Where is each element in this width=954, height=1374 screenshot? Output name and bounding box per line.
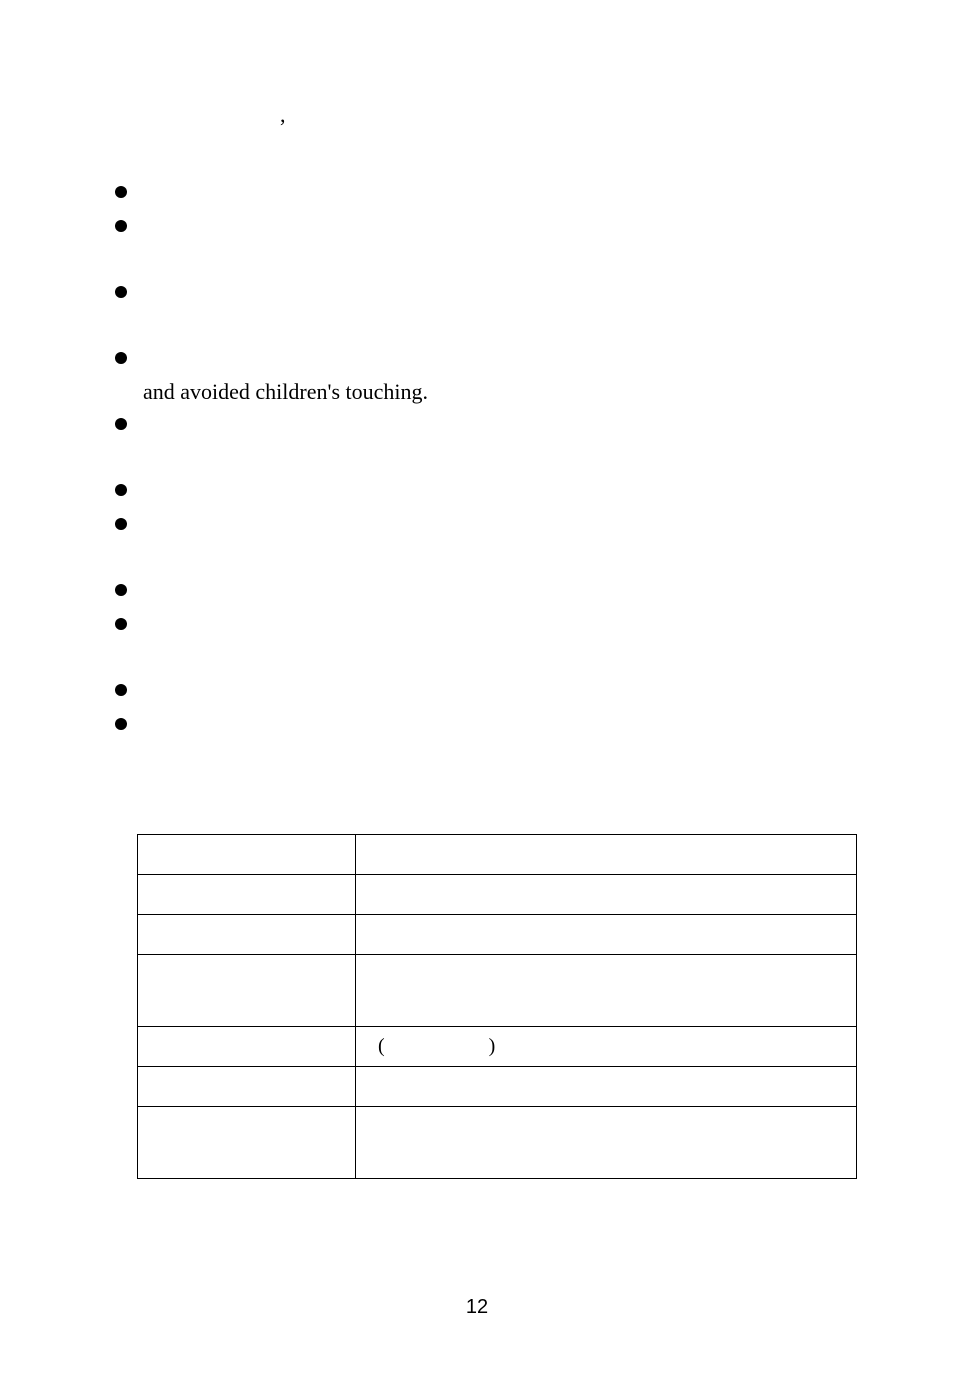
- table-row: ( ): [138, 1027, 857, 1067]
- list-item: [95, 476, 859, 508]
- comma-mark: ,: [280, 102, 286, 127]
- table-label-cell: [138, 835, 356, 875]
- close-paren: ): [477, 1035, 508, 1057]
- list-item: and avoided children's touching.: [95, 344, 859, 408]
- page-number: 12: [0, 1296, 954, 1319]
- table-label-cell: [138, 955, 356, 1027]
- specification-table: ( ): [137, 834, 857, 1179]
- table-label-cell: [138, 915, 356, 955]
- list-item: [95, 278, 859, 342]
- list-item: [95, 576, 859, 608]
- document-page: , and avoided children's touching.: [0, 0, 954, 1374]
- list-item: [95, 212, 859, 276]
- table-value-cell: [356, 915, 857, 955]
- table-label-cell: [138, 875, 356, 915]
- table-row: [138, 1107, 857, 1179]
- table-value-cell: [356, 1067, 857, 1107]
- table-row: [138, 1067, 857, 1107]
- table-value-cell: [356, 1107, 857, 1179]
- table-value-cell: [356, 955, 857, 1027]
- bullet-list: and avoided children's touching.: [95, 178, 859, 774]
- list-item: [95, 510, 859, 574]
- list-item: [95, 610, 859, 674]
- table-row: [138, 955, 857, 1027]
- list-item: [95, 410, 859, 474]
- list-item: [95, 676, 859, 708]
- open-paren: (: [366, 1035, 397, 1057]
- table-label-cell: [138, 1067, 356, 1107]
- table-row: [138, 835, 857, 875]
- table-row: [138, 875, 857, 915]
- top-punctuation-line: ,: [95, 100, 859, 128]
- table-label-cell: [138, 1107, 356, 1179]
- list-item: [95, 178, 859, 210]
- bullet-text: and avoided children's touching.: [143, 344, 859, 408]
- list-item: [95, 710, 859, 774]
- table-label-cell: [138, 1027, 356, 1067]
- table-value-cell: [356, 835, 857, 875]
- table-row: [138, 915, 857, 955]
- table-value-cell: [356, 875, 857, 915]
- table-value-cell: ( ): [356, 1027, 857, 1067]
